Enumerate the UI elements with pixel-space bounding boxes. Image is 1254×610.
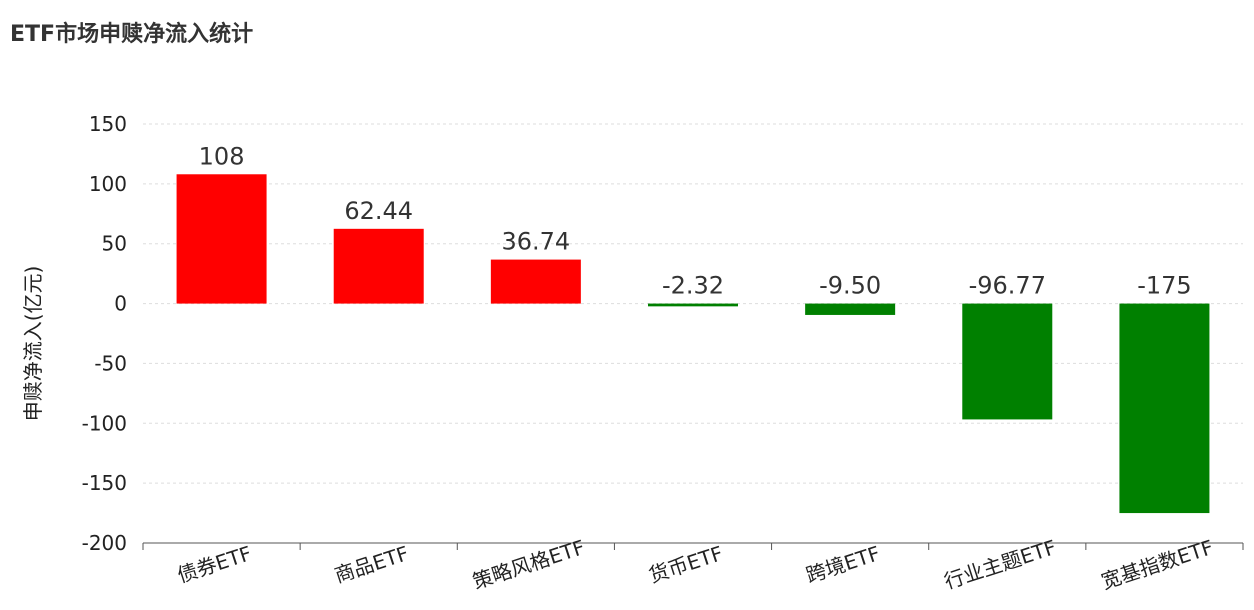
data-label: 62.44	[344, 197, 413, 225]
y-axis-label: 申赎净流入(亿元)	[21, 266, 45, 422]
x-tick-label: 策略风格ETF	[470, 535, 588, 594]
y-tick-label: -50	[94, 351, 127, 375]
y-tick-label: -150	[82, 471, 127, 495]
bar	[648, 303, 738, 307]
data-label: -9.50	[819, 272, 881, 300]
x-tick-label: 行业主题ETF	[941, 535, 1059, 594]
y-tick-label: 50	[102, 232, 127, 256]
bar	[962, 303, 1053, 420]
x-tick-label: 货币ETF	[646, 541, 726, 587]
y-tick-label: 150	[89, 112, 127, 136]
x-tick-label: 商品ETF	[332, 541, 412, 587]
y-tick-label: -100	[82, 411, 127, 435]
bar	[176, 174, 267, 304]
data-label: -96.77	[969, 272, 1046, 300]
bar	[805, 303, 896, 315]
data-label: 36.74	[501, 228, 570, 256]
data-label: -175	[1137, 272, 1191, 300]
x-tick-label: 宽基指数ETF	[1098, 535, 1216, 594]
x-tick-label: 债券ETF	[174, 541, 254, 587]
chart-title: ETF市场申赎净流入统计	[10, 22, 254, 47]
y-tick-label: 100	[89, 172, 127, 196]
bar	[333, 228, 424, 304]
y-tick-label: -200	[82, 531, 127, 555]
y-tick-label: 0	[114, 292, 127, 316]
bar	[490, 259, 581, 304]
bar	[1119, 303, 1210, 514]
data-label: -2.32	[662, 272, 724, 300]
data-label: 108	[199, 142, 245, 170]
x-tick-label: 跨境ETF	[803, 541, 883, 587]
